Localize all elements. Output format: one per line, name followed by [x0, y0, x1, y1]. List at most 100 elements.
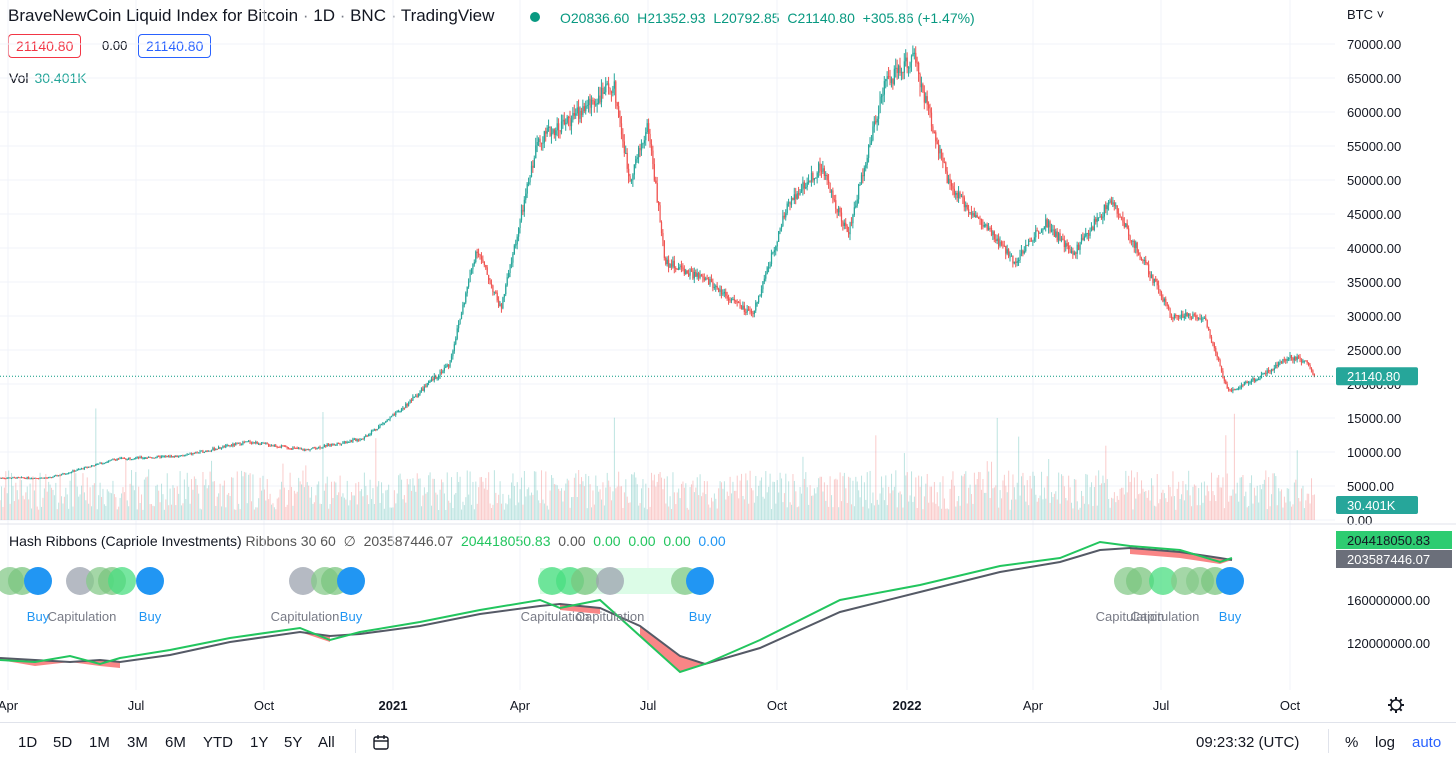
- volume-bar: [598, 491, 600, 520]
- volume-bar: [636, 484, 638, 520]
- volume-bar: [575, 473, 577, 520]
- volume-bar: [1036, 501, 1038, 520]
- timeframe-ytd-button[interactable]: YTD: [203, 734, 233, 751]
- volume-bar: [769, 473, 771, 520]
- candle-body: [840, 212, 843, 222]
- candle-body: [159, 456, 161, 458]
- x-tick-label: 2022: [893, 698, 922, 713]
- volume-bar: [1283, 496, 1285, 520]
- volume-bar: [1073, 479, 1075, 520]
- candle-body: [508, 273, 510, 278]
- candle-body: [75, 470, 77, 472]
- candle-body: [172, 456, 174, 458]
- volume-bar: [28, 499, 30, 520]
- candle-body: [912, 52, 914, 57]
- candle-body: [169, 455, 171, 458]
- candle-body: [215, 449, 217, 451]
- candle-body: [1130, 240, 1133, 243]
- volume-bar: [988, 471, 990, 520]
- candle-body: [1256, 379, 1258, 381]
- hash-ribbons-legend[interactable]: Hash Ribbons (Capriole Investments) Ribb…: [9, 533, 726, 549]
- candle-body: [993, 231, 995, 240]
- candle-body: [269, 445, 271, 447]
- volume-bar: [851, 504, 853, 520]
- volume-bar: [409, 479, 411, 520]
- candle-body: [228, 445, 230, 447]
- candle-body: [1185, 312, 1187, 317]
- candle-body: [853, 207, 855, 216]
- timeframe-3m-button[interactable]: 3M: [127, 734, 148, 751]
- volume-bar: [996, 417, 998, 520]
- candle-body: [1233, 389, 1235, 391]
- volume-bar: [138, 486, 140, 520]
- candle-body: [170, 455, 173, 458]
- candle-body: [148, 457, 150, 459]
- buy-price-box[interactable]: 21140.80: [138, 34, 212, 58]
- candle-body: [332, 443, 334, 446]
- volume-bar: [872, 492, 874, 520]
- candle-body: [422, 388, 424, 391]
- utc-clock[interactable]: 09:23:32 (UTC): [1196, 734, 1300, 751]
- volume-bar: [1258, 502, 1260, 520]
- auto-toggle[interactable]: auto: [1412, 734, 1442, 751]
- volume-bar: [1143, 491, 1145, 520]
- volume-bar: [1009, 509, 1011, 520]
- capitulation-signal-label: Capitulation: [521, 609, 590, 624]
- candle-body: [578, 107, 580, 119]
- volume-bar: [1289, 501, 1291, 520]
- volume-bar: [76, 486, 78, 520]
- timeframe-1y-button[interactable]: 1Y: [250, 734, 269, 751]
- timeframe-5y-button[interactable]: 5Y: [284, 734, 303, 751]
- volume-bar: [545, 471, 547, 520]
- timeframe-1m-button[interactable]: 1M: [89, 734, 110, 751]
- candle-body: [432, 378, 434, 381]
- volume-bar: [352, 495, 354, 520]
- candle-body: [1070, 250, 1073, 254]
- volume-bar: [38, 509, 40, 520]
- candle-body: [349, 440, 351, 442]
- volume-bar: [813, 488, 815, 520]
- candle-body: [39, 477, 41, 479]
- candle-body: [42, 477, 44, 479]
- candle-body: [1179, 316, 1181, 318]
- percent-toggle[interactable]: %: [1345, 734, 1359, 751]
- volume-bar: [1225, 435, 1227, 520]
- volume-bar: [1309, 503, 1311, 520]
- volume-bar: [306, 482, 308, 520]
- bottom-toolbar: [0, 722, 1456, 764]
- interval-label[interactable]: 1D: [313, 6, 335, 25]
- volume-bar: [583, 486, 585, 520]
- volume-bar: [349, 500, 351, 520]
- candle-body: [672, 260, 674, 267]
- candle-body: [76, 469, 78, 471]
- date-range-icon[interactable]: [372, 733, 390, 756]
- sell-price-box[interactable]: 21140.80: [8, 34, 82, 58]
- timeframe-1d-button[interactable]: 1D: [18, 734, 38, 751]
- currency-selector[interactable]: BTC ˅: [1347, 7, 1385, 22]
- candle-body: [522, 209, 524, 212]
- symbol-name[interactable]: BraveNewCoin Liquid Index for Bitcoin: [8, 6, 299, 25]
- timeframe-5d-button[interactable]: 5D: [53, 734, 73, 751]
- candle-body: [838, 207, 840, 213]
- timeframe-6m-button[interactable]: 6M: [165, 734, 186, 751]
- volume-bar: [73, 471, 75, 520]
- candle-body: [128, 458, 130, 460]
- volume-bar: [1098, 470, 1100, 520]
- volume-bar: [465, 497, 467, 520]
- volume-bar: [672, 472, 674, 520]
- timeframe-all-button[interactable]: All: [318, 734, 335, 751]
- volume-bar: [361, 489, 363, 520]
- candle-body: [255, 442, 257, 444]
- volume-bar: [39, 472, 41, 520]
- candle-body: [852, 215, 854, 224]
- volume-bar: [896, 507, 898, 520]
- candle-body: [753, 310, 755, 315]
- volume-bar: [1226, 473, 1228, 520]
- volume-bar: [741, 473, 743, 520]
- candle-body: [928, 104, 930, 109]
- log-toggle[interactable]: log: [1375, 734, 1396, 751]
- volume-bar: [119, 497, 121, 520]
- volume-bar: [701, 496, 703, 520]
- candle-body: [3, 478, 5, 480]
